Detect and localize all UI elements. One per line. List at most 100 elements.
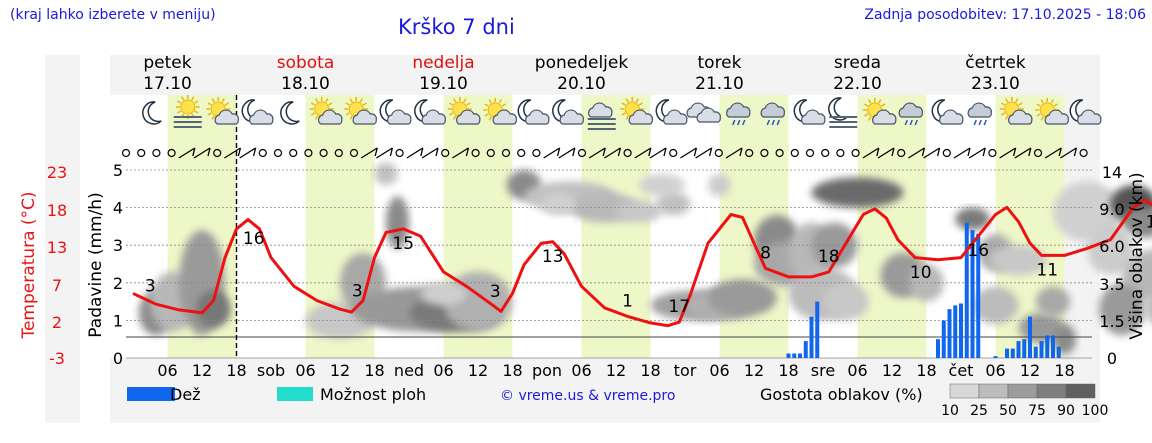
cloud-blob bbox=[616, 200, 662, 223]
wind-barb-icon bbox=[923, 147, 941, 159]
wind-barb-icon bbox=[649, 147, 667, 159]
wind-calm-icon bbox=[213, 148, 222, 158]
density-level-label: 25 bbox=[970, 403, 988, 419]
left-axis-ticks: 0 1 2 3 4 5 bbox=[113, 161, 123, 368]
wind-calm-icon bbox=[486, 148, 495, 158]
wind-barb-icon bbox=[604, 147, 622, 159]
wind-calm-icon bbox=[1079, 148, 1088, 158]
wind-calm-icon bbox=[942, 148, 951, 158]
precipitation-bar bbox=[792, 353, 797, 358]
precipitation-bar bbox=[970, 230, 975, 358]
precipitation-bar bbox=[1010, 348, 1015, 358]
wind-calm-icon bbox=[714, 148, 723, 158]
right-axis-label: Višina oblakov (km) bbox=[1127, 172, 1147, 339]
temperature-tick-label: 7 bbox=[52, 276, 62, 295]
x-axis-ticks: 06 12 18 sob 06 12 18 ned 06 12 18 pon 06 12 18 tor 06 12… bbox=[157, 361, 1074, 380]
cloud-blob bbox=[811, 177, 904, 208]
moon-cloud-icon bbox=[931, 99, 964, 125]
storm-legend-swatch bbox=[277, 387, 313, 401]
copyright-label: © vreme.us & vreme.pro bbox=[500, 388, 676, 404]
cloud-blob bbox=[1099, 282, 1145, 336]
wind-barb-icon bbox=[862, 147, 880, 159]
temperature-tick-label: 2 bbox=[52, 313, 62, 332]
right-tick-label: 6.0 bbox=[1099, 237, 1124, 256]
temperature-label: 18 bbox=[818, 247, 840, 267]
rain-legend-swatch bbox=[127, 387, 175, 401]
x-tick-label: 18 bbox=[916, 361, 936, 380]
day-date: 22.10 bbox=[833, 74, 882, 94]
x-tick-label: 18 bbox=[226, 361, 246, 380]
cloud-blob bbox=[541, 192, 576, 216]
day-name: četrtek bbox=[965, 53, 1026, 73]
wind-calm-icon bbox=[745, 148, 754, 158]
temperature-line bbox=[132, 198, 1152, 328]
left-tick-label: 3 bbox=[113, 236, 123, 255]
storm-legend-label: Možnost ploh bbox=[320, 385, 427, 404]
x-tick-label: sre bbox=[811, 361, 835, 380]
day-name: torek bbox=[698, 53, 742, 73]
wind-calm-icon bbox=[289, 148, 298, 158]
wind-calm-icon bbox=[334, 148, 343, 158]
cloud-blob bbox=[443, 271, 513, 332]
precipitation-bar bbox=[1056, 346, 1061, 358]
daylight-band bbox=[581, 95, 651, 358]
cloud-blob bbox=[823, 282, 869, 321]
wind-calm-icon bbox=[319, 148, 328, 158]
cloud-blob bbox=[1053, 324, 1076, 355]
density-swatch bbox=[949, 383, 980, 399]
right-tick-label: 0 bbox=[1107, 349, 1117, 368]
precipitation-bar bbox=[1028, 316, 1032, 358]
right-tick-label: 3.5 bbox=[1099, 275, 1124, 294]
wind-barb-icon bbox=[953, 147, 971, 159]
precipitation-bar bbox=[976, 233, 981, 358]
moon-cloud-icon bbox=[655, 99, 688, 125]
x-tick-label: 12 bbox=[882, 361, 902, 380]
moon-cloud-icon bbox=[241, 99, 274, 125]
x-tick-label: pon bbox=[532, 361, 562, 380]
sun-cloud-icon bbox=[206, 97, 239, 125]
x-tick-label: 18 bbox=[778, 361, 798, 380]
cloud-blob bbox=[708, 279, 777, 317]
moon-cloud-icon bbox=[793, 99, 826, 125]
wind-barb-icon bbox=[725, 147, 743, 159]
moon-icon bbox=[142, 101, 162, 125]
left-tick-label: 2 bbox=[113, 274, 123, 293]
x-tick-label: 06 bbox=[709, 361, 729, 380]
sun-icon bbox=[862, 98, 897, 125]
temperature-label: 17 bbox=[668, 297, 690, 317]
wind-calm-icon bbox=[623, 148, 632, 158]
x-tick-label: 18 bbox=[502, 361, 522, 380]
temperature-label: 13 bbox=[542, 247, 564, 267]
wind-calm-icon bbox=[349, 148, 359, 158]
x-tick-label: 06 bbox=[571, 361, 591, 380]
wind-barb-icon bbox=[452, 147, 470, 159]
wind-calm-icon bbox=[836, 148, 845, 158]
x-tick-label: 18 bbox=[640, 361, 660, 380]
cloud-blob bbox=[420, 282, 467, 306]
left-tick-label: 4 bbox=[113, 199, 123, 218]
cloud-rain-icon bbox=[760, 102, 785, 126]
moon-cloud-icon bbox=[414, 99, 446, 125]
x-tick-label: 12 bbox=[330, 361, 350, 380]
sun-cloud-icon bbox=[309, 97, 343, 125]
sun-fog-icon bbox=[173, 95, 202, 128]
wind-barb-icon bbox=[680, 147, 698, 159]
temperature-axis-label: Temperatura (°C) bbox=[19, 191, 39, 339]
precipitation-bar bbox=[1033, 346, 1038, 358]
wind-calm-icon bbox=[121, 148, 131, 158]
temperature-label: 11 bbox=[1036, 260, 1058, 280]
precipitation-bar bbox=[953, 305, 958, 358]
cloud-blob bbox=[196, 290, 231, 328]
wind-calm-icon bbox=[395, 148, 404, 158]
wind-calm-icon bbox=[821, 148, 830, 158]
precipitation-bar bbox=[941, 320, 946, 358]
wind-calm-icon bbox=[441, 148, 450, 158]
precipitation-bar bbox=[803, 341, 808, 358]
wind-calm-icon bbox=[258, 148, 267, 158]
page-title: Krško 7 dni bbox=[398, 15, 515, 39]
cloud-blob bbox=[989, 245, 1048, 276]
cloud-rain-icon bbox=[967, 102, 992, 126]
wind-calm-icon bbox=[517, 148, 526, 158]
day-date: 21.10 bbox=[695, 74, 744, 94]
